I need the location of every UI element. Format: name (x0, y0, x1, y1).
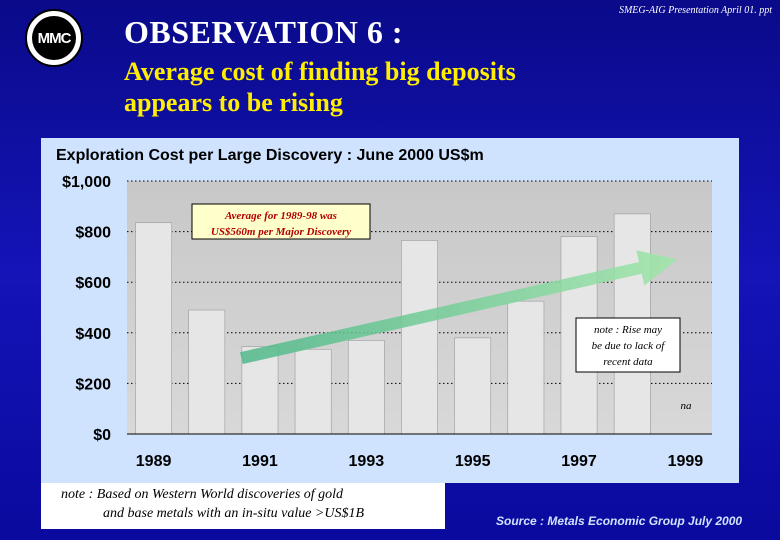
rise-note-line-3: recent data (603, 356, 653, 368)
y-tick-label: $400 (75, 326, 111, 343)
rise-note-box (575, 317, 681, 373)
rise-note-line-1: note : Rise may (594, 324, 662, 336)
x-tick-label: 1993 (349, 453, 385, 470)
presentation-reference: SMEG-AIG Presentation April 01. ppt (618, 5, 772, 16)
average-annotation-line-2: US$560m per Major Discovery (211, 226, 351, 238)
bars (135, 213, 651, 435)
logo-text: MMC (32, 16, 76, 60)
bar-1995 (454, 337, 492, 435)
y-tick-label: $200 (75, 376, 111, 393)
average-annotation: Average for 1989-98 was US$560m per Majo… (191, 203, 371, 240)
x-tick-label: 1995 (455, 453, 491, 470)
average-annotation-box (191, 203, 371, 240)
y-axis: $1,000 $800 $600 $400 $200 $0 (62, 174, 111, 444)
y-tick-label: $0 (93, 427, 111, 444)
bar-1994 (401, 240, 438, 435)
slide-title: OBSERVATION 6 : (124, 14, 404, 50)
y-tick-label: $600 (75, 275, 111, 292)
company-logo: MMC (25, 9, 83, 67)
slide-subtitle: Average cost of finding big deposits app… (124, 56, 516, 118)
subtitle-line-1: Average cost of finding big deposits (124, 57, 516, 86)
x-tick-label: 1989 (136, 453, 172, 470)
x-tick-label: 1991 (242, 453, 278, 470)
footnote-line-1: note : Based on Western World discoverie… (61, 487, 344, 502)
footnote-line-2: and base metals with an in-situ value >U… (103, 506, 365, 521)
na-label: na (681, 400, 693, 412)
bar-1989 (135, 222, 172, 435)
subtitle-line-2: appears to be rising (124, 88, 343, 117)
rise-note-line-2: be due to lack of (592, 340, 667, 352)
bar-1990 (188, 309, 226, 435)
bar-1992 (294, 348, 332, 435)
y-tick-label: $1,000 (62, 174, 111, 191)
y-tick-label: $800 (75, 225, 111, 242)
x-axis: 1989 1991 1993 1995 1997 1999 (136, 453, 704, 470)
rise-note: note : Rise may be due to lack of recent… (575, 317, 681, 373)
x-tick-label: 1999 (668, 453, 704, 470)
trend-arrow (240, 250, 678, 364)
bar-1993 (347, 340, 385, 435)
footnote-box: note : Based on Western World discoverie… (41, 483, 445, 529)
x-tick-label: 1997 (561, 453, 597, 470)
source-credit: Source : Metals Economic Group July 2000 (496, 514, 743, 528)
average-annotation-line-1: Average for 1989-98 was (224, 210, 337, 222)
chart-title: Exploration Cost per Large Discovery : J… (56, 147, 484, 164)
bar-1996 (507, 300, 545, 435)
